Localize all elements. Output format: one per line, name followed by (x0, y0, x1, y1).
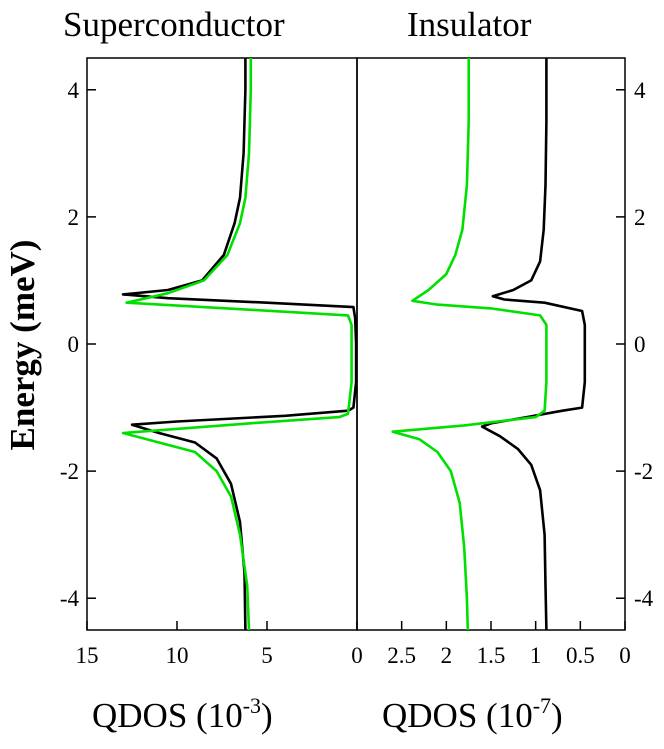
y-axis-title: Energy (meV) (3, 240, 42, 451)
panel-title-superconductor: Superconductor (63, 5, 285, 44)
y-tick-label-right-1: 2 (634, 205, 646, 230)
x-tick-label-insulator-4: 0.5 (566, 643, 595, 668)
x-axis-title-superconductor: QDOS (10-3) (92, 693, 273, 735)
x-axis-title-insulator: QDOS (10-7) (382, 693, 563, 735)
y-tick-label-right-0: 4 (634, 78, 646, 103)
y-tick-label-right-2: 0 (634, 332, 646, 357)
y-tick-label-left-1: 2 (68, 205, 80, 230)
y-tick-label-left-3: -2 (60, 459, 79, 484)
x-tick-label-insulator-2: 1.5 (477, 643, 506, 668)
series-line-insulator-0 (480, 58, 587, 631)
axis-ticks (86, 89, 626, 630)
y-tick-label-left-0: 4 (68, 78, 80, 103)
plot-frame-superconductor (86, 57, 358, 631)
y-tick-label-right-4: -4 (634, 586, 654, 611)
series-line-insulator-1 (391, 58, 548, 631)
curves (121, 58, 587, 631)
x-tick-label-insulator-0: 2.5 (387, 643, 416, 668)
panel-title-insulator: Insulator (407, 5, 532, 44)
x-tick-label-insulator-1: 2 (441, 643, 453, 668)
x-tick-label-superconductor-1: 10 (166, 643, 189, 668)
tick-labels: 15 10 5 0 4 2 0 -2 -4 2.5 2 1.5 1 0.5 0 4 2 0 -2 -4 (60, 78, 654, 668)
y-tick-label-right-3: -2 (634, 459, 653, 484)
x-tick-label-superconductor-3: 0 (351, 643, 363, 668)
series-line-superconductor-1 (121, 58, 353, 631)
y-tick-label-left-2: 0 (68, 332, 80, 357)
x-tick-label-superconductor-2: 5 (261, 643, 273, 668)
y-tick-label-left-4: -4 (60, 586, 80, 611)
x-tick-label-insulator-3: 1 (530, 643, 542, 668)
x-tick-label-superconductor-0: 15 (76, 643, 99, 668)
x-tick-label-insulator-5: 0 (619, 643, 631, 668)
series-line-superconductor-0 (121, 58, 358, 631)
